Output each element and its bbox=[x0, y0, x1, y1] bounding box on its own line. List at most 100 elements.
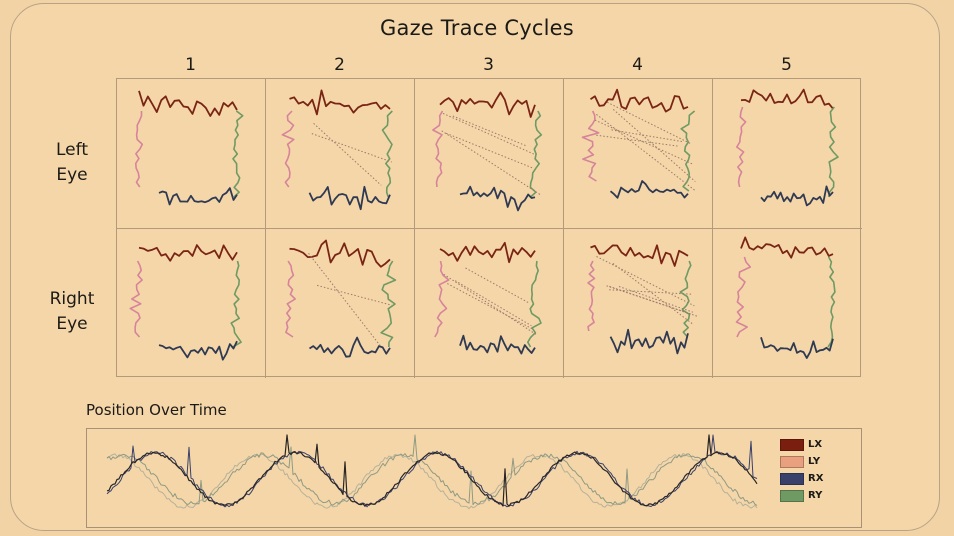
trace-panel-left-eye-cycle-1 bbox=[117, 79, 266, 229]
trace-svg bbox=[735, 88, 839, 207]
trace-svg bbox=[134, 90, 244, 206]
trace-left-edge bbox=[735, 256, 752, 337]
trace-left-edge bbox=[434, 260, 450, 337]
saccade-line bbox=[612, 109, 696, 182]
series-rx-line bbox=[106, 434, 758, 508]
row-label-left-eye-line1: Left bbox=[56, 140, 88, 160]
saccade-line bbox=[594, 119, 693, 165]
trace-svg bbox=[129, 243, 242, 361]
saccade-line bbox=[316, 284, 392, 306]
trace-top-edge bbox=[138, 90, 238, 117]
trace-right-edge bbox=[232, 110, 244, 198]
trace-bottom-edge bbox=[459, 334, 536, 354]
trace-top-edge bbox=[590, 88, 689, 113]
trace-right-edge bbox=[827, 256, 836, 347]
trace-bottom-edge bbox=[459, 185, 536, 212]
saccade-line bbox=[618, 285, 694, 313]
position-over-time-svg bbox=[106, 434, 758, 510]
legend-item-lx: LX bbox=[780, 436, 823, 453]
trace-left-edge bbox=[134, 111, 144, 188]
saccade-line bbox=[452, 115, 526, 147]
legend-item-ry: RY bbox=[780, 487, 823, 504]
saccade-line bbox=[313, 123, 382, 186]
trace-right-edge bbox=[828, 106, 839, 198]
row-label-left-eye: Left Eye bbox=[30, 138, 114, 188]
trace-bottom-edge bbox=[760, 336, 834, 359]
saccade-line bbox=[606, 101, 692, 145]
saccade-line bbox=[311, 133, 392, 163]
trace-svg bbox=[281, 89, 393, 211]
trace-bottom-edge bbox=[158, 187, 238, 206]
legend-item-ly: LY bbox=[780, 453, 823, 470]
saccade-line bbox=[446, 132, 533, 169]
trace-right-edge bbox=[527, 260, 542, 347]
legend-swatch-ry bbox=[780, 489, 804, 502]
trace-svg bbox=[434, 241, 542, 354]
position-over-time-plot bbox=[86, 428, 862, 528]
saccade-line bbox=[596, 114, 696, 192]
column-label-3: 3 bbox=[483, 55, 494, 75]
trace-left-edge bbox=[285, 260, 297, 338]
trace-panel-left-eye-cycle-3 bbox=[415, 79, 564, 229]
saccade-line bbox=[454, 279, 532, 326]
trace-top-edge bbox=[439, 91, 536, 118]
trace-left-edge bbox=[587, 260, 596, 331]
trace-left-edge bbox=[581, 110, 600, 182]
legend-label-ly: LY bbox=[808, 456, 821, 467]
saccade-line bbox=[308, 252, 382, 347]
trace-right-edge bbox=[680, 110, 696, 192]
saccade-line bbox=[441, 130, 542, 196]
saccade-line bbox=[611, 129, 682, 142]
saccade-line bbox=[596, 255, 695, 306]
legend-label-rx: RX bbox=[808, 473, 824, 484]
series-lx-line bbox=[106, 434, 758, 507]
saccade-line bbox=[612, 262, 693, 324]
trace-top-edge bbox=[439, 241, 536, 263]
trace-top-edge bbox=[289, 239, 391, 268]
legend-swatch-ly bbox=[780, 455, 804, 468]
column-label-5: 5 bbox=[781, 55, 792, 75]
saccade-line bbox=[609, 285, 699, 317]
trace-svg bbox=[285, 239, 397, 358]
row-label-left-eye-line2: Eye bbox=[56, 165, 88, 185]
trace-right-edge bbox=[679, 260, 692, 341]
trace-top-edge bbox=[289, 89, 391, 116]
trace-right-edge bbox=[230, 260, 242, 348]
trace-svg bbox=[581, 88, 696, 199]
figure-title: Gaze Trace Cycles bbox=[380, 16, 574, 40]
trace-top-edge bbox=[138, 243, 238, 262]
legend-label-ry: RY bbox=[808, 490, 823, 501]
trace-svg bbox=[587, 243, 699, 354]
trace-bottom-edge bbox=[158, 340, 238, 361]
row-label-right-eye: Right Eye bbox=[30, 287, 114, 337]
series-ry-line bbox=[106, 434, 758, 506]
trace-panel-right-eye-cycle-3 bbox=[415, 228, 564, 378]
saccade-line bbox=[443, 273, 537, 335]
trace-svg bbox=[432, 91, 543, 212]
trace-right-edge bbox=[380, 260, 397, 347]
row-label-right-eye-line2: Eye bbox=[56, 314, 88, 334]
series-ly-line bbox=[106, 453, 758, 510]
trace-bottom-edge bbox=[609, 180, 689, 199]
trace-left-edge bbox=[432, 110, 444, 188]
trace-left-edge bbox=[129, 260, 143, 338]
legend-item-rx: RX bbox=[780, 470, 823, 487]
trace-right-edge bbox=[529, 110, 543, 198]
trace-panel-left-eye-cycle-2 bbox=[266, 79, 415, 229]
legend-label-lx: LX bbox=[808, 439, 823, 450]
saccade-line bbox=[447, 282, 532, 329]
column-label-1: 1 bbox=[185, 55, 196, 75]
trace-bottom-edge bbox=[609, 328, 689, 354]
trace-bottom-edge bbox=[309, 336, 391, 358]
gaze-trace-grid bbox=[116, 78, 862, 378]
legend-swatch-lx bbox=[780, 438, 804, 451]
legend-swatch-rx bbox=[780, 472, 804, 485]
trace-panel-right-eye-cycle-2 bbox=[266, 228, 415, 378]
trace-panel-right-eye-cycle-4 bbox=[564, 228, 713, 378]
trace-top-edge bbox=[590, 243, 689, 267]
legend: LX LY RX RY bbox=[780, 436, 823, 504]
saccade-line bbox=[442, 112, 537, 156]
trace-left-edge bbox=[735, 106, 747, 188]
trace-left-edge bbox=[281, 110, 295, 188]
column-label-2: 2 bbox=[334, 55, 345, 75]
